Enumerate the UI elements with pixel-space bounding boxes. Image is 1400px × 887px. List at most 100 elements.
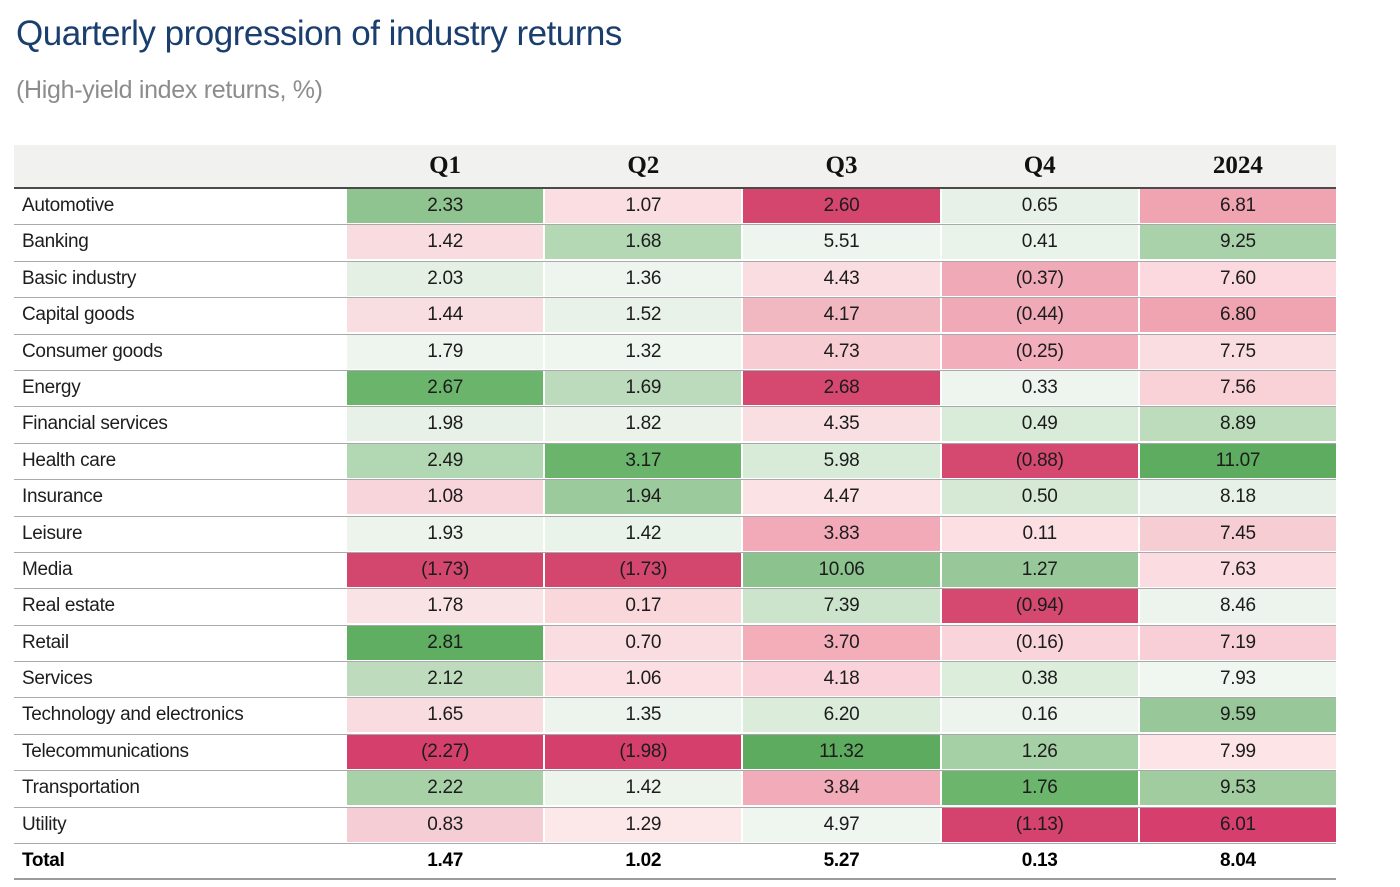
- table-header-row: Q1 Q2 Q3 Q4 2024: [14, 145, 1336, 189]
- value-cell: 1.82: [545, 407, 742, 442]
- value-cell: 7.19: [1139, 625, 1336, 660]
- value-cell: 1.98: [347, 407, 544, 442]
- value-cell: 1.32: [545, 334, 742, 369]
- value-cell: 1.07: [545, 189, 742, 223]
- value-cell: 1.44: [347, 298, 544, 333]
- table-row: Real estate 1.78 0.17 7.39 (0.94) 8.46: [14, 588, 1336, 624]
- row-label: Real estate: [14, 589, 345, 624]
- value-cell: (0.88): [941, 443, 1138, 478]
- value-cell: 1.42: [347, 225, 544, 260]
- table-row: Technology and electronics 1.65 1.35 6.20 0.…: [14, 697, 1336, 733]
- row-label: Capital goods: [14, 298, 345, 333]
- value-cell: (1.13): [941, 807, 1138, 842]
- value-cell: 3.70: [743, 625, 940, 660]
- value-cell: 1.47: [347, 844, 544, 879]
- value-cell: 0.38: [941, 662, 1138, 697]
- row-label: Services: [14, 662, 345, 697]
- page-subtitle: (High-yield index returns, %): [16, 76, 323, 104]
- value-cell: 1.29: [545, 807, 742, 842]
- value-cell: 1.94: [545, 480, 742, 515]
- value-cell: 4.17: [743, 298, 940, 333]
- table-row: Health care 2.49 3.17 5.98 (0.88) 11.07: [14, 442, 1336, 478]
- value-cell: 9.25: [1139, 225, 1336, 260]
- value-cell: 7.75: [1139, 334, 1336, 369]
- value-cell: 1.93: [347, 516, 544, 551]
- row-label: Media: [14, 552, 345, 587]
- column-header: 2024: [1212, 152, 1263, 179]
- row-label: Energy: [14, 370, 345, 405]
- value-cell: 2.22: [347, 771, 544, 806]
- value-cell: 0.16: [941, 698, 1138, 733]
- row-label: Total: [14, 844, 345, 879]
- page-title: Quarterly progression of industry return…: [16, 14, 622, 53]
- value-cell: (2.27): [347, 734, 544, 769]
- value-cell: 7.39: [743, 589, 940, 624]
- value-cell: (0.16): [941, 625, 1138, 660]
- row-label: Banking: [14, 225, 345, 260]
- value-cell: 7.56: [1139, 370, 1336, 405]
- value-cell: 8.46: [1139, 589, 1336, 624]
- value-cell: 4.43: [743, 261, 940, 296]
- value-cell: 1.27: [941, 552, 1138, 587]
- value-cell: 1.69: [545, 370, 742, 405]
- value-cell: 3.84: [743, 771, 940, 806]
- column-header: Q3: [825, 152, 858, 179]
- table-row: Capital goods 1.44 1.52 4.17 (0.44) 6.80: [14, 297, 1336, 333]
- value-cell: 1.52: [545, 298, 742, 333]
- table-row: Financial services 1.98 1.82 4.35 0.49 8.89: [14, 406, 1336, 442]
- value-cell: 1.42: [545, 771, 742, 806]
- table-row: Energy 2.67 1.69 2.68 0.33 7.56: [14, 369, 1336, 405]
- table-row: Telecommunications (2.27) (1.98) 11.32 1.26 7…: [14, 733, 1336, 769]
- table-row: Media (1.73) (1.73) 10.06 1.27 7.63: [14, 551, 1336, 587]
- value-cell: 2.03: [347, 261, 544, 296]
- value-cell: 7.45: [1139, 516, 1336, 551]
- returns-heatmap-table: Q1 Q2 Q3 Q4 2024 Automotive 2.33 1.07 2.60 0.65 6…: [14, 145, 1336, 881]
- row-label: Consumer goods: [14, 334, 345, 369]
- row-label: Utility: [14, 807, 345, 842]
- value-cell: 4.47: [743, 480, 940, 515]
- table-row: Basic industry 2.03 1.36 4.43 (0.37) 7.60: [14, 260, 1336, 296]
- value-cell: (1.98): [545, 734, 742, 769]
- value-cell: 0.70: [545, 625, 742, 660]
- value-cell: 0.41: [941, 225, 1138, 260]
- value-cell: 2.67: [347, 370, 544, 405]
- value-cell: 1.26: [941, 734, 1138, 769]
- value-cell: 8.18: [1139, 480, 1336, 515]
- value-cell: 2.49: [347, 443, 544, 478]
- value-cell: 0.33: [941, 370, 1138, 405]
- value-cell: 2.12: [347, 662, 544, 697]
- column-header: Q2: [627, 152, 660, 179]
- value-cell: 2.81: [347, 625, 544, 660]
- value-cell: 8.89: [1139, 407, 1336, 442]
- value-cell: 4.97: [743, 807, 940, 842]
- value-cell: 6.01: [1139, 807, 1336, 842]
- value-cell: (1.73): [545, 552, 742, 587]
- value-cell: 0.11: [941, 516, 1138, 551]
- value-cell: 1.02: [545, 844, 742, 879]
- row-label: Leisure: [14, 516, 345, 551]
- value-cell: 2.60: [743, 189, 940, 223]
- row-label: Financial services: [14, 407, 345, 442]
- row-label: Retail: [14, 625, 345, 660]
- value-cell: 11.32: [743, 734, 940, 769]
- table-row: Transportation 2.22 1.42 3.84 1.76 9.53: [14, 770, 1336, 806]
- table-row: Services 2.12 1.06 4.18 0.38 7.93: [14, 661, 1336, 697]
- row-label: Technology and electronics: [14, 698, 345, 733]
- value-cell: 0.83: [347, 807, 544, 842]
- row-label: Insurance: [14, 480, 345, 515]
- total-row: Total 1.47 1.02 5.27 0.13 8.04: [14, 843, 1336, 881]
- value-cell: 1.79: [347, 334, 544, 369]
- value-cell: 10.06: [743, 552, 940, 587]
- value-cell: 5.27: [743, 844, 940, 879]
- value-cell: 0.49: [941, 407, 1138, 442]
- table-row: Utility 0.83 1.29 4.97 (1.13) 6.01: [14, 806, 1336, 842]
- value-cell: 0.17: [545, 589, 742, 624]
- row-label: Health care: [14, 443, 345, 478]
- value-cell: 3.17: [545, 443, 742, 478]
- value-cell: 2.33: [347, 189, 544, 223]
- column-header: Q1: [429, 152, 462, 179]
- table-row: Banking 1.42 1.68 5.51 0.41 9.25: [14, 224, 1336, 260]
- value-cell: 1.06: [545, 662, 742, 697]
- row-label: Transportation: [14, 771, 345, 806]
